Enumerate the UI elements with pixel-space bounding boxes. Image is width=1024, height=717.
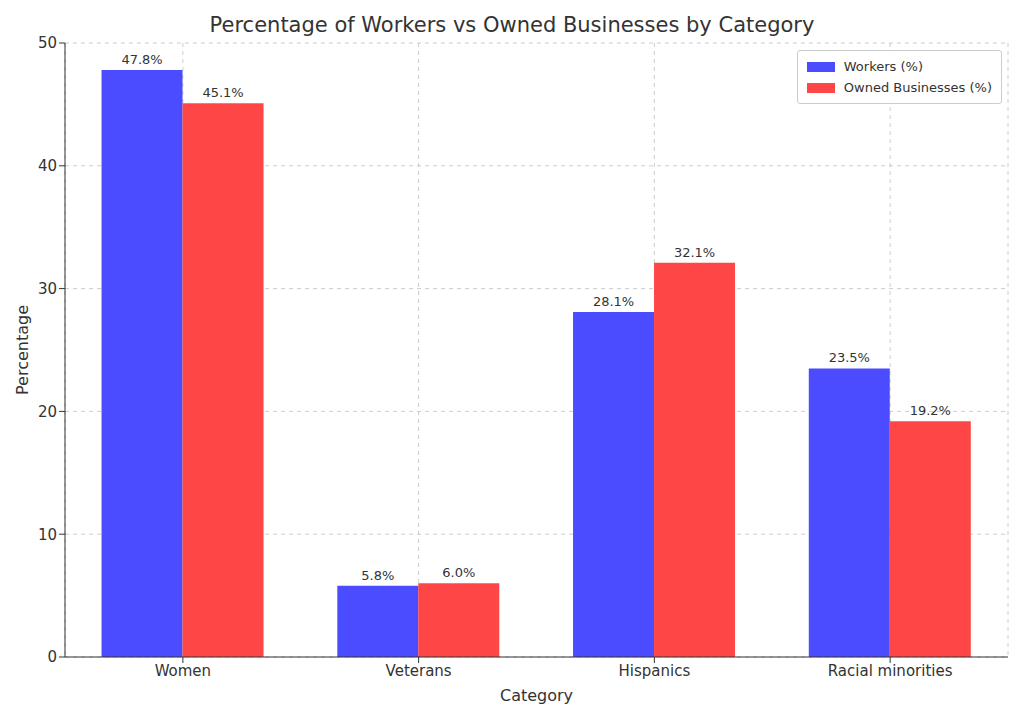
html-text:Owned Businesses (%): Owned Businesses (%) (843, 80, 992, 95)
svg-text:10: 10 (38, 526, 57, 544)
html-text:Workers (%): Workers (%) (843, 59, 923, 74)
svg-text:0: 0 (47, 648, 57, 666)
svg-text:32.1%: 32.1% (674, 245, 715, 260)
svg-text:28.1%: 28.1% (593, 294, 634, 309)
svg-text:23.5%: 23.5% (829, 350, 870, 365)
svg-text:19.2%: 19.2% (910, 403, 951, 418)
svg-text:Hispanics: Hispanics (619, 662, 691, 680)
svg-text:Veterans: Veterans (386, 662, 452, 680)
svg-text:45.1%: 45.1% (202, 85, 243, 100)
svg-text:5.8%: 5.8% (361, 568, 394, 583)
svg-text:Women: Women (155, 662, 211, 680)
svg-text:Percentage: Percentage (13, 305, 32, 395)
svg-text:30: 30 (38, 280, 57, 298)
html-text:Percentage of Workers vs Owned: Percentage of Workers vs Owned Businesse… (209, 13, 815, 37)
svg-text:47.8%: 47.8% (121, 52, 162, 67)
svg-text:Racial minorities: Racial minorities (828, 662, 953, 680)
svg-text:Category: Category (500, 686, 573, 705)
svg-text:50: 50 (38, 34, 57, 52)
svg-text:20: 20 (38, 403, 57, 421)
svg-text:6.0%: 6.0% (442, 565, 475, 580)
svg-text:40: 40 (38, 157, 57, 175)
